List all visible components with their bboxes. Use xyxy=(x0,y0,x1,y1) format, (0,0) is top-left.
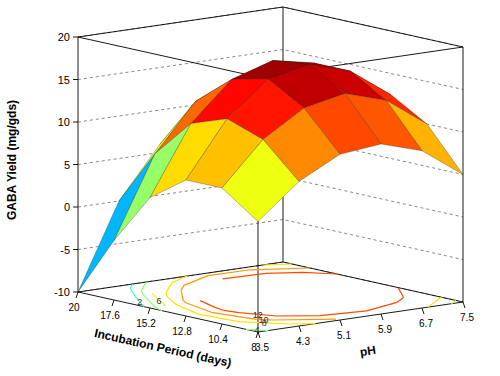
x-axis-title: Incubation Period (days) xyxy=(93,326,233,370)
z-tick xyxy=(73,249,78,250)
z-tick xyxy=(73,292,78,293)
y-tick-label: 6.7 xyxy=(419,318,433,329)
x-tick xyxy=(220,324,222,330)
contour-line xyxy=(166,264,441,324)
y-tick xyxy=(299,326,301,332)
contour-label: 2 xyxy=(137,297,142,307)
x-tick-label: 20 xyxy=(68,302,80,313)
contours xyxy=(130,264,456,331)
z-tick-label: -5 xyxy=(60,244,70,256)
z-tick xyxy=(73,164,78,165)
x-tick xyxy=(148,308,150,314)
z-tick xyxy=(73,79,78,80)
contour-line xyxy=(152,293,456,305)
contour-labels: 24681012 xyxy=(137,296,268,336)
x-tick xyxy=(184,316,186,322)
y-tick-label: 3.5 xyxy=(255,342,269,353)
y-tick xyxy=(258,332,260,338)
contour-label: 12 xyxy=(253,310,263,320)
y-tick-label: 7.5 xyxy=(460,312,474,323)
x-tick xyxy=(112,300,114,306)
grid-line xyxy=(78,7,463,47)
grid-line xyxy=(78,262,463,302)
surface-patch xyxy=(78,154,155,292)
contour-line xyxy=(200,272,403,316)
z-tick-label: 10 xyxy=(58,116,70,128)
x-tick xyxy=(76,292,78,298)
y-axis-title: pH xyxy=(359,343,377,359)
y-tick-label: 5.9 xyxy=(378,324,392,335)
contour-line xyxy=(181,268,336,320)
x-tick-label: 15.2 xyxy=(136,318,156,329)
contour-line xyxy=(141,282,268,331)
surface-patch xyxy=(222,140,299,222)
axes: -10-505101520810.412.815.217.6203.54.35.… xyxy=(5,31,474,370)
y-tick xyxy=(463,302,465,308)
axes-box xyxy=(78,7,463,332)
chart: 24681012-10-505101520810.412.815.217.620… xyxy=(0,0,500,376)
x-tick-label: 10.4 xyxy=(208,334,228,345)
z-tick-label: 20 xyxy=(58,31,70,43)
z-tick-label: 5 xyxy=(64,159,70,171)
z-tick-label: -10 xyxy=(54,286,70,298)
z-axis-title: GABA Yield (mg/gds) xyxy=(5,100,19,220)
y-tick-label: 4.3 xyxy=(296,336,310,347)
grid-line xyxy=(78,220,463,260)
contour-line xyxy=(130,284,144,307)
z-tick xyxy=(73,122,78,123)
z-tick xyxy=(73,37,78,38)
z-tick-label: 15 xyxy=(58,74,70,86)
z-tick xyxy=(73,207,78,208)
z-tick-label: 0 xyxy=(64,201,70,213)
y-tick xyxy=(340,320,342,326)
grid xyxy=(78,7,463,302)
y-tick xyxy=(381,314,383,320)
x-tick-label: 12.8 xyxy=(172,326,192,337)
x-tick-label: 17.6 xyxy=(100,310,120,321)
chart-container: 24681012-10-505101520810.412.815.217.620… xyxy=(0,0,500,376)
y-tick-label: 5.1 xyxy=(337,330,351,341)
contour-label: 6 xyxy=(157,296,162,306)
surface xyxy=(78,61,463,293)
y-tick xyxy=(422,308,424,314)
x-tick xyxy=(256,332,258,338)
box-edge xyxy=(78,262,463,332)
